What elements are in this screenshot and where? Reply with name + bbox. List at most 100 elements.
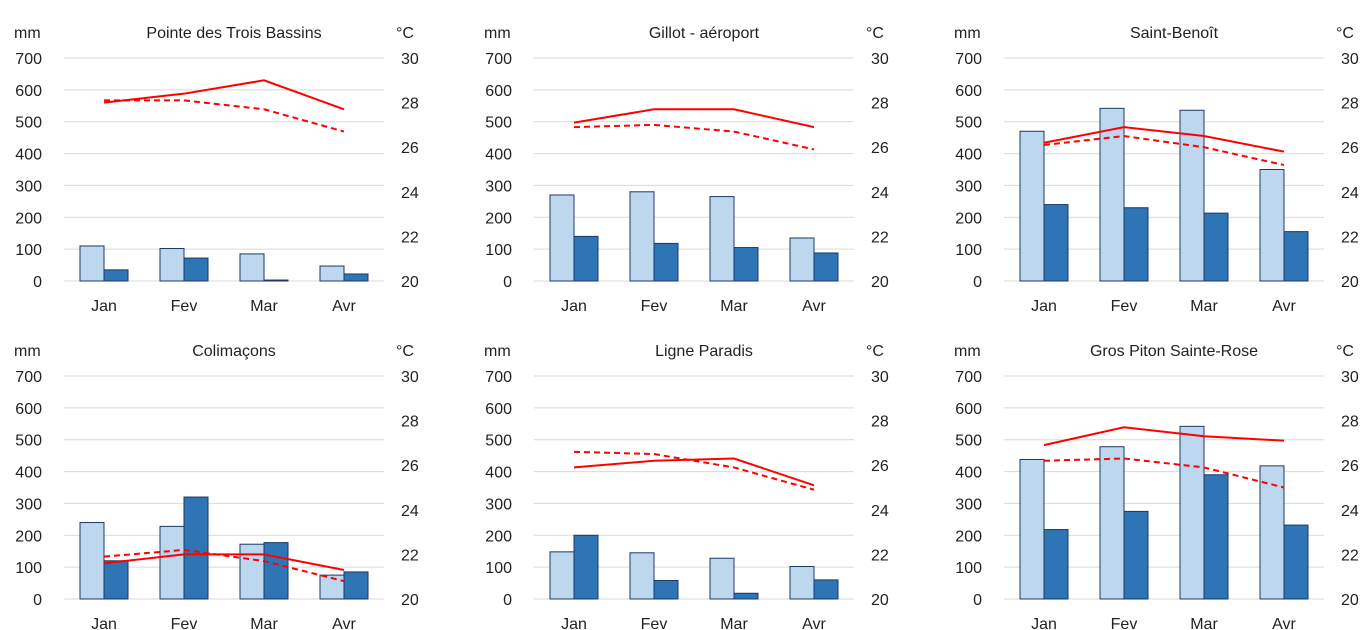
bar-dark [1203,212,1229,282]
x-tick-label: Mar [720,616,748,630]
chart-panel: mm °C Gros Piton Sainte-Rose 0 100 200 300 400 5… [954,343,1359,630]
y2-tick-label: 26 [1341,140,1359,157]
x-tick-label: Jan [1031,616,1057,630]
y-tick-label: 200 [485,528,512,545]
y-tick-label: 600 [955,83,982,100]
chart-panel: mm °C Colimaçons 0 100 200 300 400 500 600 700 20 22… [14,343,419,630]
y-tick-label: 600 [15,83,42,100]
y-tick-label: 100 [15,242,42,259]
y-tick-label: 700 [15,51,42,68]
temp-line-dashed [1043,457,1285,489]
y2-tick-label: 26 [871,458,889,475]
x-tick-label: Mar [720,298,748,315]
x-tick-label: Jan [91,616,117,630]
y-tick-label: 300 [15,496,42,513]
bar-light [1259,169,1285,282]
y-tick-label: 0 [973,592,982,609]
y-tick-label: 100 [15,560,42,577]
y2-tick-label: 24 [401,503,419,520]
temp-line-dashed [103,548,345,583]
chart-title: Colimaçons [192,343,276,360]
y-tick-label: 700 [485,51,512,68]
bar-light [79,245,105,282]
y2-tick-label: 28 [871,414,889,431]
y-tick-label: 500 [15,115,42,132]
y-tick-label: 100 [955,242,982,259]
bar-dark [653,242,679,282]
x-tick-label: Fev [1111,298,1138,315]
bar-dark [813,579,839,600]
y2-tick-label: 22 [401,229,419,246]
x-tick-label: Fev [171,298,198,315]
right-axis-unit: °C [866,25,884,42]
y-tick-label: 400 [955,465,982,482]
y2-tick-label: 30 [401,369,419,386]
y2-tick-label: 20 [1341,274,1359,291]
y2-tick-label: 26 [401,458,419,475]
y-tick-label: 300 [955,496,982,513]
y2-tick-label: 20 [871,592,889,609]
y-tick-label: 400 [15,465,42,482]
y-tick-label: 200 [955,528,982,545]
chart-panel: mm °C Ligne Paradis 0 100 200 300 400 500 600 700 2… [484,343,889,630]
bar-light [159,248,185,282]
y2-tick-label: 30 [871,369,889,386]
bar-light [709,557,735,600]
y-tick-label: 100 [955,560,982,577]
bar-light [1179,109,1205,282]
temp-line-dashed [1043,135,1285,167]
y-tick-label: 500 [955,115,982,132]
bar-light [1099,446,1125,600]
chart-title: Gros Piton Sainte-Rose [1090,343,1258,360]
right-axis-unit: °C [396,343,414,360]
y2-tick-label: 26 [1341,458,1359,475]
y2-tick-label: 28 [871,96,889,113]
y-tick-label: 0 [503,274,512,291]
x-tick-label: Avr [1272,616,1296,630]
y2-tick-label: 30 [1341,51,1359,68]
x-tick-label: Mar [1190,616,1218,630]
left-axis-unit: mm [484,343,511,360]
bar-dark [733,247,759,282]
y2-tick-label: 22 [871,229,889,246]
y-tick-label: 0 [33,592,42,609]
right-axis-unit: °C [396,25,414,42]
y-tick-label: 700 [955,51,982,68]
bar-light [789,237,815,282]
bar-dark [1123,207,1149,282]
bar-dark [653,580,679,600]
y2-tick-label: 26 [401,140,419,157]
y2-tick-label: 24 [1341,185,1359,202]
y2-tick-label: 20 [871,274,889,291]
y-tick-label: 600 [15,401,42,418]
bar-dark [1043,204,1069,282]
x-tick-label: Fev [1111,616,1138,630]
right-axis-unit: °C [866,343,884,360]
bar-light [1019,458,1045,600]
y-tick-label: 300 [15,178,42,195]
x-tick-label: Jan [91,298,117,315]
bar-light [79,522,105,600]
bar-light [159,525,185,600]
bar-light [629,191,655,282]
x-tick-label: Jan [1031,298,1057,315]
y-tick-label: 600 [955,401,982,418]
left-axis-unit: mm [14,343,41,360]
bar-light [709,196,735,282]
bar-light [319,265,345,282]
bar-dark [263,279,289,282]
y2-tick-label: 24 [871,185,889,202]
x-tick-label: Fev [171,616,198,630]
y2-tick-label: 24 [1341,503,1359,520]
left-axis-unit: mm [14,25,41,42]
temp-line-solid [1043,426,1285,447]
y-tick-label: 300 [955,178,982,195]
y-tick-label: 100 [485,242,512,259]
y-tick-label: 500 [15,433,42,450]
temp-line-solid [573,108,815,129]
chart-title: Pointe des Trois Bassins [146,25,321,42]
bar-dark [103,269,129,282]
y-tick-label: 400 [15,147,42,164]
bar-dark [343,273,369,282]
